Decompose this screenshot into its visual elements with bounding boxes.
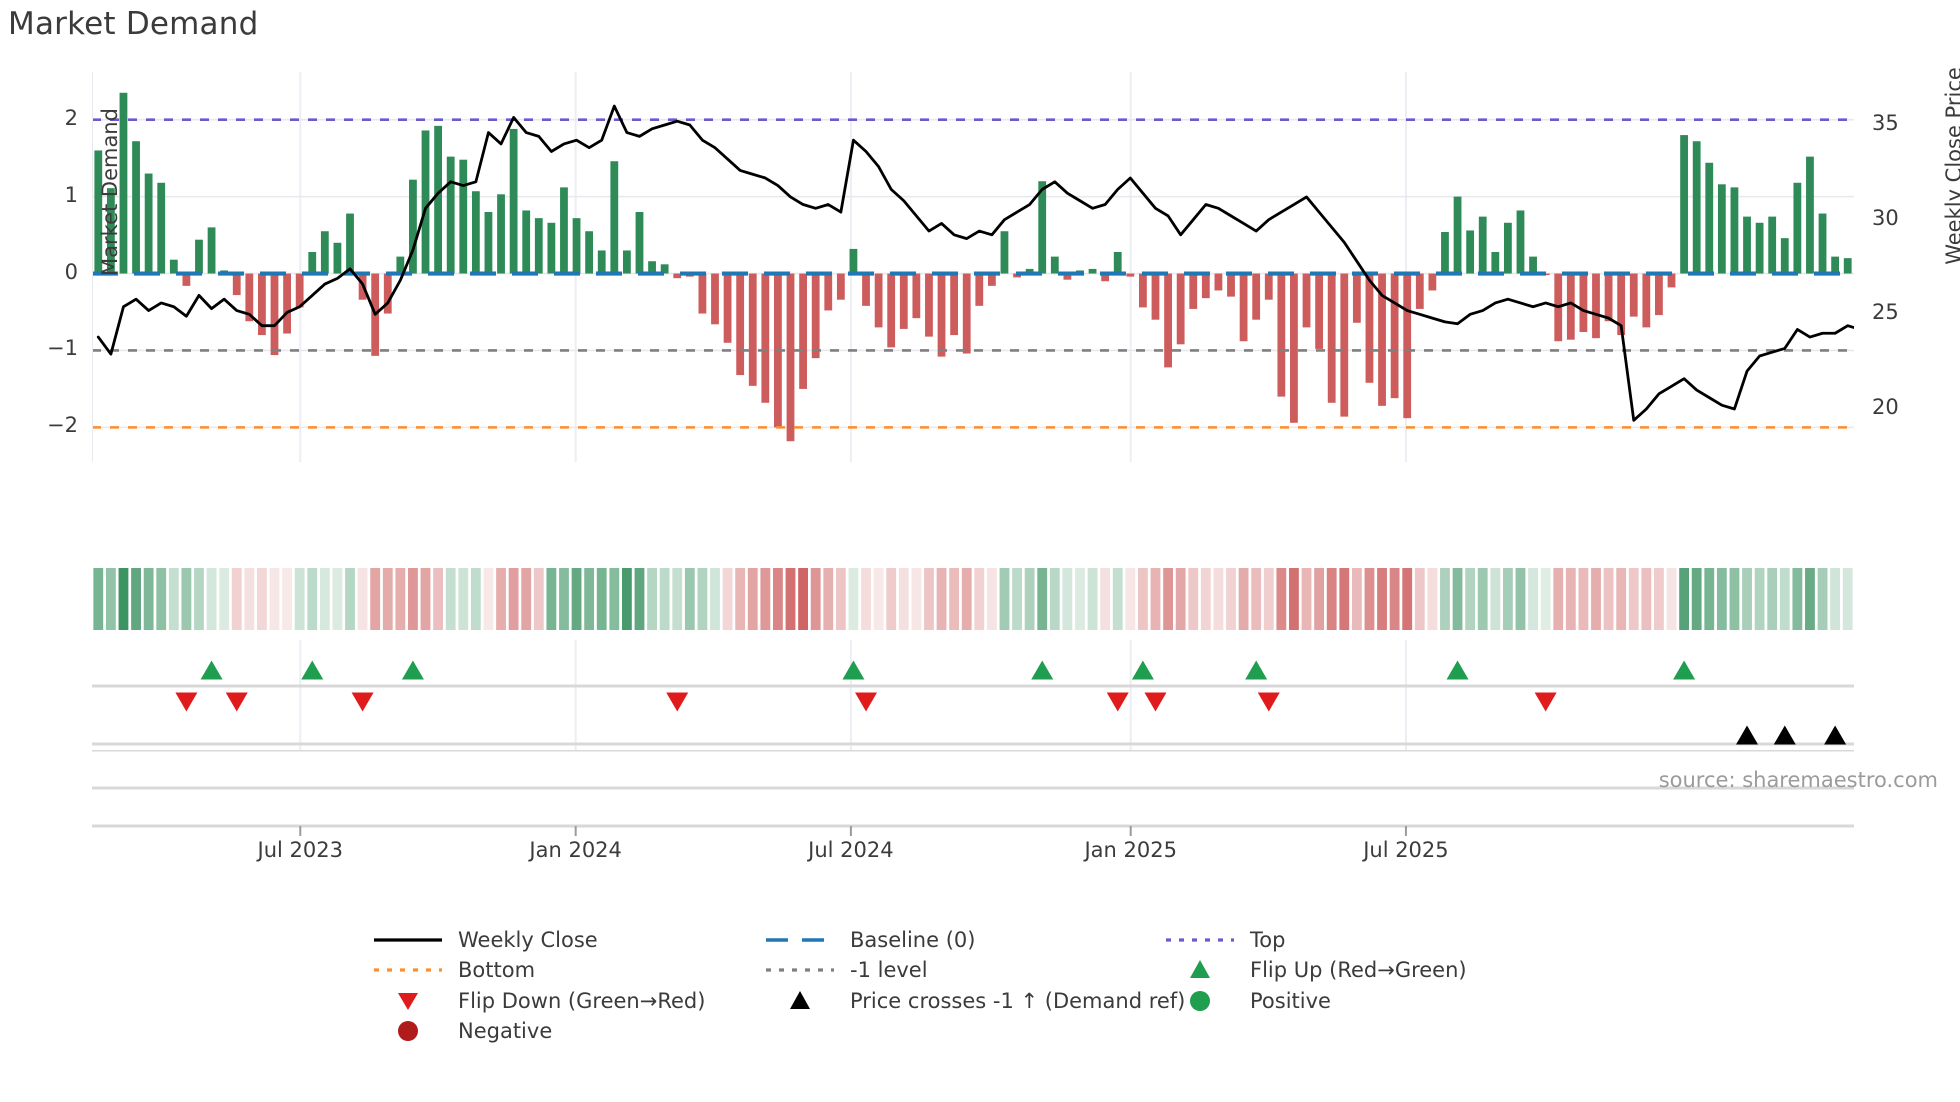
legend-item[interactable]: Price crosses -1 ↑ (Demand ref) — [764, 989, 1185, 1013]
y-tick-right: 20 — [1872, 394, 1899, 419]
circle-icon — [1164, 989, 1236, 1013]
x-tick-label: Jan 2025 — [1084, 838, 1177, 862]
y-tick-right: 30 — [1872, 205, 1899, 230]
y-tick-right: 35 — [1872, 111, 1899, 135]
flip-markers-svg — [92, 640, 1910, 750]
x-tick-label: Jan 2024 — [529, 838, 622, 862]
flip-up-marker — [301, 660, 324, 680]
legend-item-label: Bottom — [458, 958, 536, 982]
triangle-down-icon — [372, 989, 444, 1013]
flip-down-marker — [1144, 692, 1167, 712]
y-tick-left: 1 — [64, 182, 78, 207]
x-axis-svg — [92, 748, 1854, 836]
triangle-up-icon — [764, 989, 836, 1013]
heat-strip-svg — [93, 568, 1853, 630]
y-axis-right-label: Weekly Close Price — [1942, 67, 1960, 265]
legend-item[interactable]: -1 level — [764, 958, 928, 982]
legend-item[interactable]: Baseline (0) — [764, 928, 975, 952]
legend-item-label: Top — [1250, 928, 1286, 952]
demand-bars — [94, 92, 1852, 442]
weekly-close-line — [96, 104, 1854, 422]
flip-down-marker — [855, 692, 878, 712]
flip-down-marker — [225, 692, 248, 712]
price-cross-marker — [1773, 725, 1796, 745]
flip-up-marker — [401, 660, 424, 680]
legend-item-label: Flip Down (Green→Red) — [458, 989, 706, 1013]
chart-legend: Weekly Close Baseline (0) Top Bottom -1 leve… — [372, 928, 1612, 1078]
line-dotted-icon — [1164, 928, 1236, 952]
legend-item-label: Weekly Close — [458, 928, 598, 952]
flip-down-marker — [1257, 692, 1280, 712]
flip-up-marker — [1031, 660, 1054, 680]
legend-item-label: Baseline (0) — [850, 928, 976, 952]
y-axis-left-label: Market Demand — [98, 108, 122, 276]
line-dashed-icon — [764, 928, 836, 952]
legend-item-label: Price crosses -1 ↑ (Demand ref) — [850, 989, 1186, 1013]
flip-down-marker — [1106, 692, 1129, 712]
y-tick-left: −1 — [47, 336, 78, 361]
flip-up-marker — [1673, 660, 1696, 680]
x-tick-label: Jul 2025 — [1363, 838, 1449, 862]
legend-item[interactable]: Positive — [1164, 989, 1331, 1013]
legend-item-label: Negative — [458, 1019, 553, 1043]
demand-intensity-strip — [92, 568, 1854, 630]
flip-down-marker — [351, 692, 374, 712]
price-cross-marker — [1736, 725, 1759, 745]
x-axis-panel: Jul 2023 Jan 2024 Jul 2024 Jan 2025 Jul 2025 — [92, 748, 1854, 862]
flip-down-marker — [1534, 692, 1557, 712]
source-note: source: sharemaestro.com — [1658, 768, 1938, 792]
flip-up-marker — [1245, 660, 1268, 680]
legend-item[interactable]: Top — [1164, 928, 1285, 952]
demand-price-plot — [92, 72, 1854, 462]
flip-up-marker — [1131, 660, 1154, 680]
flip-up-marker — [1446, 660, 1469, 680]
y-tick-left: 2 — [64, 105, 78, 130]
y-tick-left: 0 — [64, 259, 78, 284]
circle-icon — [372, 1019, 444, 1043]
flip-markers-panel — [92, 640, 1910, 750]
main-chart-panel: Market Demand Weekly Close Price 2 1 0 −1 −2… — [47, 67, 1960, 462]
line-dotted-icon — [764, 958, 836, 982]
reference-lines — [92, 118, 1854, 429]
flip-up-marker — [200, 660, 223, 680]
y-tick-left: −2 — [47, 413, 78, 438]
legend-item[interactable]: Flip Up (Red→Green) — [1164, 958, 1467, 982]
x-tick-label: Jul 2024 — [808, 838, 894, 862]
x-tick-label: Jul 2023 — [257, 838, 343, 862]
flip-up-marker — [842, 660, 865, 680]
legend-item[interactable]: Flip Down (Green→Red) — [372, 989, 705, 1013]
price-cross-marker — [1824, 725, 1847, 745]
line-solid-icon — [372, 928, 444, 952]
triangle-up-icon — [1164, 958, 1236, 982]
flip-down-marker — [666, 692, 689, 712]
line-dotted-icon — [372, 958, 444, 982]
legend-item[interactable]: Negative — [372, 1019, 552, 1043]
page-title: Market Demand — [8, 6, 259, 42]
legend-item-label: Flip Up (Red→Green) — [1250, 958, 1467, 982]
legend-item-label: Positive — [1250, 989, 1331, 1013]
legend-item[interactable]: Weekly Close — [372, 928, 598, 952]
flip-down-marker — [175, 692, 198, 712]
legend-item[interactable]: Bottom — [372, 958, 535, 982]
y-tick-right: 25 — [1872, 300, 1899, 325]
legend-item-label: -1 level — [850, 958, 928, 982]
